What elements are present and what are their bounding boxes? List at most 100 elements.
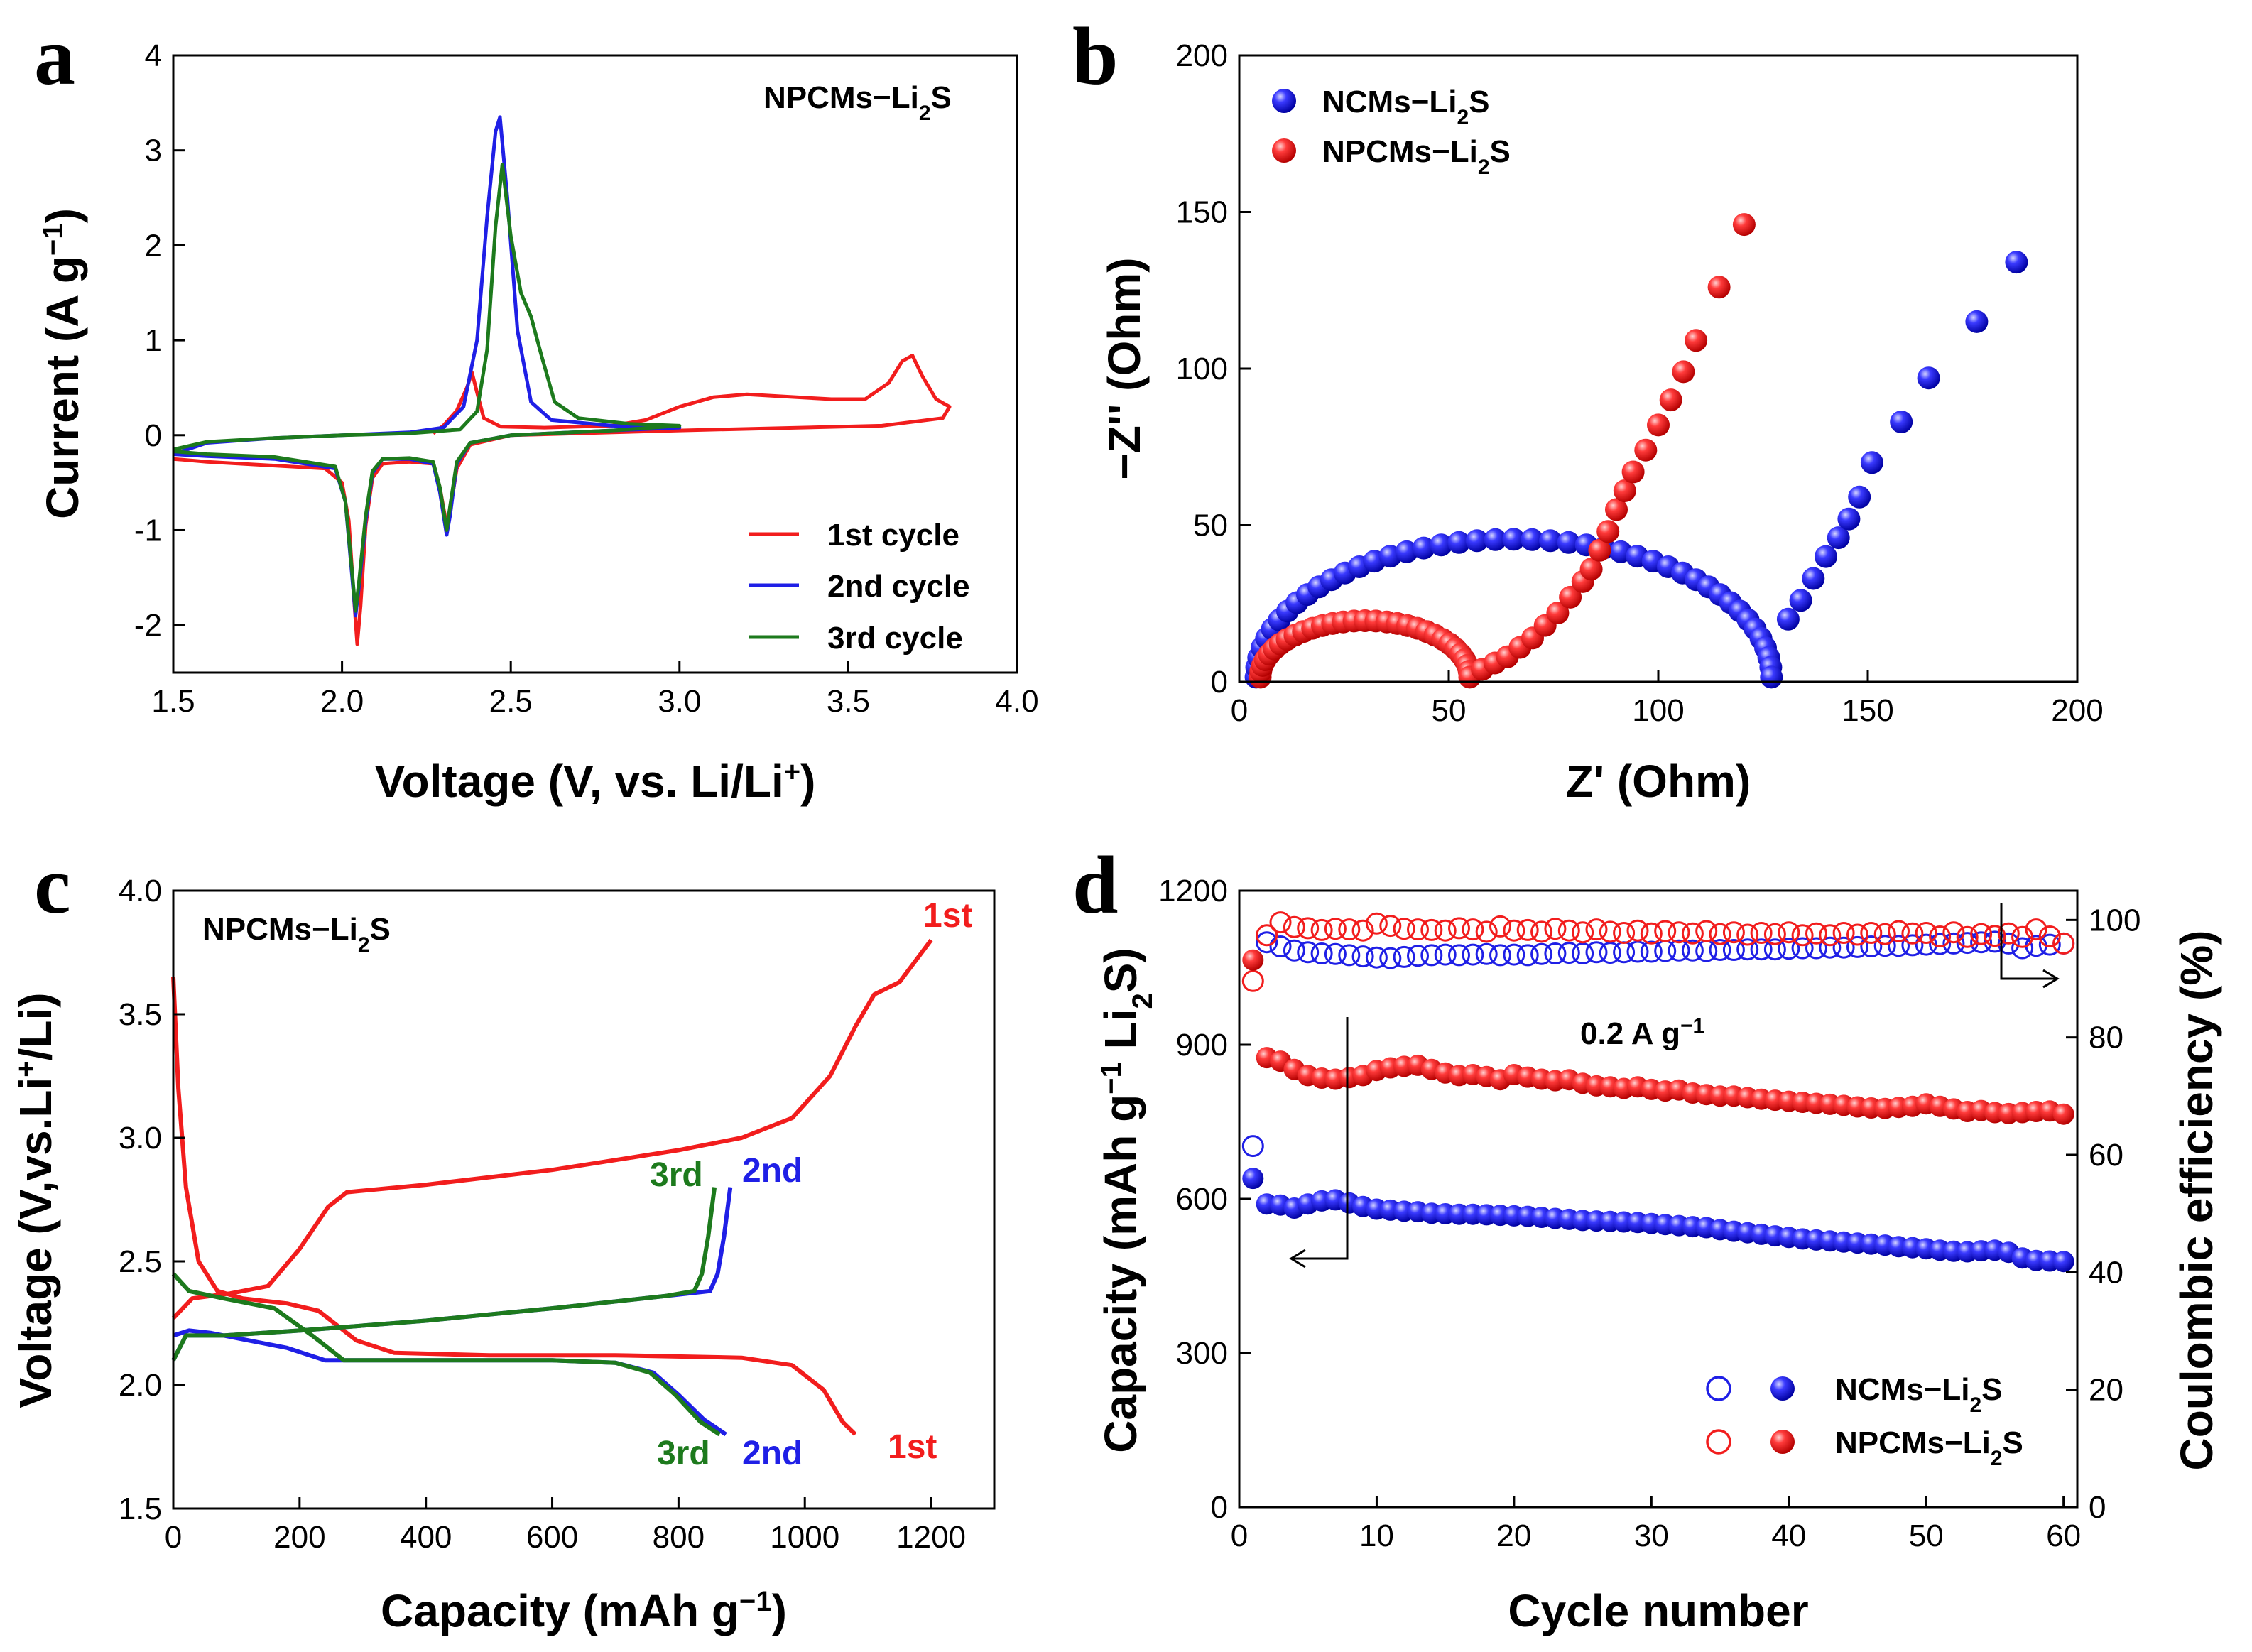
panel-d-y2tick-label-0: 0 — [2089, 1490, 2106, 1525]
ce-point-npcms — [1557, 919, 1580, 942]
panel-d-xtick-label-2: 20 — [1496, 1518, 1531, 1553]
panel-a-y-axis-label: Current (A g−1) — [37, 208, 88, 519]
ce-point-npcms — [1407, 918, 1429, 941]
ce-point-ncms — [1997, 932, 2020, 955]
panel-d-x-axis-label: Cycle number — [1508, 1585, 1808, 1636]
ce-point-npcms — [1572, 921, 1594, 944]
legend-label-3rd-cycle: 3rd cycle — [827, 621, 963, 656]
panel-d-xtick-label-5: 50 — [1909, 1518, 1944, 1553]
panel-d-y2tick-label-3: 60 — [2089, 1138, 2123, 1173]
panel-d-y-axis-label: Capacity (mAh g−1 Li2S) — [1095, 947, 1158, 1452]
ce-point-npcms — [1516, 918, 1539, 941]
panel-a-ytick-label-5: 3 — [145, 134, 162, 168]
panel-b-ytick-label-4: 200 — [1176, 38, 1228, 73]
eis-point-ncms — [1890, 411, 1913, 433]
ce-point-npcms — [1832, 922, 1855, 944]
ce-point-npcms — [1805, 922, 1827, 945]
panel-a-ytick-label-2: 0 — [145, 418, 162, 453]
panel-b-xtick-label-0: 0 — [1231, 693, 1248, 728]
panel-d-xtick-label-1: 10 — [1359, 1518, 1394, 1553]
panel-d-y2tick-label-2: 40 — [2089, 1255, 2123, 1290]
panel-b-axes: 0 50 100 150 200 0 50 100 150 200 — [1176, 38, 2104, 728]
eis-point-npcms — [1559, 585, 1582, 609]
label-3rd-discharge: 3rd — [657, 1435, 710, 1472]
panel-c-xtick-label-3: 600 — [526, 1520, 578, 1555]
ce-point-npcms — [1379, 915, 1402, 938]
capacity-point-npcms — [1242, 949, 1264, 971]
eis-point-npcms — [1613, 479, 1636, 502]
legend-label-1st-cycle: 1st cycle — [827, 518, 959, 553]
ce-point-npcms — [1736, 923, 1759, 946]
eis-point-ncms — [1860, 451, 1883, 474]
ce-point-ncms — [1640, 940, 1663, 963]
legend-marker-npcms — [1272, 138, 1296, 163]
eis-point-ncms — [1837, 507, 1861, 531]
panel-a-cv: 1.5 2.0 2.5 3.0 3.5 4.0 -2 -1 0 1 2 3 4 NPCMs−Li2S 1… — [37, 38, 1039, 807]
panel-c-annotation: NPCMs−Li2S — [202, 912, 391, 957]
ce-point-ncms — [1407, 945, 1429, 967]
ce-point-npcms — [2038, 925, 2061, 947]
eis-point-ncms — [1412, 536, 1435, 560]
eis-point-ncms — [1484, 528, 1507, 551]
legend-label-ncms-d: NCMs−Li2S — [1835, 1372, 2003, 1417]
panel-b-series-layer — [1244, 213, 2028, 689]
ce-point-ncms — [1585, 941, 1608, 964]
ce-point-ncms — [1351, 945, 1374, 968]
legend-marker-ncms-capacity — [1770, 1376, 1795, 1401]
ce-point-ncms — [1503, 943, 1525, 966]
ce-point-npcms — [1846, 923, 1868, 946]
panel-a-ytick-label-3: 1 — [145, 323, 162, 358]
ce-point-npcms — [1256, 924, 1278, 947]
panel-label-b: b — [1072, 11, 1119, 102]
ce-point-npcms — [1873, 923, 1896, 945]
ce-point-npcms — [1626, 919, 1649, 942]
ce-point-npcms — [1681, 922, 1704, 945]
ce-point-npcms — [2025, 918, 2047, 941]
ce-point-ncms — [1448, 944, 1470, 967]
panel-a-xtick-label-5: 4.0 — [995, 684, 1038, 719]
charge-curve-3rd — [171, 1187, 717, 1362]
ce-point-ncms — [1846, 935, 1868, 958]
ce-point-npcms — [1997, 922, 2020, 945]
ce-point-ncms — [1970, 931, 1993, 954]
ce-point-ncms — [1434, 943, 1457, 966]
panel-b-ytick-label-1: 50 — [1193, 509, 1228, 543]
ce-point-ncms — [1269, 935, 1292, 957]
eis-point-npcms — [1732, 213, 1756, 237]
ce-point-npcms — [2052, 932, 2075, 955]
panel-d-series-layer — [1241, 911, 2075, 1273]
legend-marker-ncms — [1272, 89, 1296, 113]
cv-curve-1 — [173, 354, 952, 646]
panel-c-xtick-label-1: 200 — [273, 1520, 325, 1555]
ce-point-npcms — [1695, 920, 1718, 942]
panel-c-ytick-label-3: 3.0 — [119, 1121, 162, 1156]
panel-label-d: d — [1072, 840, 1119, 931]
eis-point-ncms — [1539, 529, 1562, 553]
ce-point-npcms — [1283, 915, 1305, 938]
panel-label-a: a — [34, 11, 75, 102]
panel-a-ytick-label-4: 2 — [145, 228, 162, 263]
panel-a-xtick-label-0: 1.5 — [151, 684, 195, 719]
eis-point-npcms — [1672, 360, 1695, 384]
eis-point-npcms — [1659, 388, 1682, 412]
panel-a-xtick-label-1: 2.0 — [320, 684, 364, 719]
legend-marker-ncms-ce — [1706, 1376, 1731, 1401]
eis-point-ncms — [1465, 529, 1489, 553]
label-3rd-charge: 3rd — [650, 1156, 703, 1194]
ce-point-npcms — [1365, 912, 1388, 935]
ce-point-npcms — [1544, 918, 1567, 940]
label-2nd-charge: 2nd — [742, 1152, 803, 1190]
ce-point-ncms — [1681, 939, 1704, 962]
ce-point-ncms — [1668, 939, 1690, 962]
eis-point-npcms — [1579, 558, 1603, 581]
ce-point-npcms — [1393, 918, 1415, 940]
eis-point-ncms — [1802, 567, 1825, 590]
legend-label-ncms: NCMs−Li2S — [1322, 85, 1490, 129]
ce-point-ncms — [1736, 938, 1759, 961]
eis-point-ncms — [2005, 251, 2028, 274]
ce-point-ncms — [1324, 942, 1347, 965]
ce-point-ncms — [1929, 933, 1952, 955]
ce-point-npcms — [1915, 922, 1937, 944]
